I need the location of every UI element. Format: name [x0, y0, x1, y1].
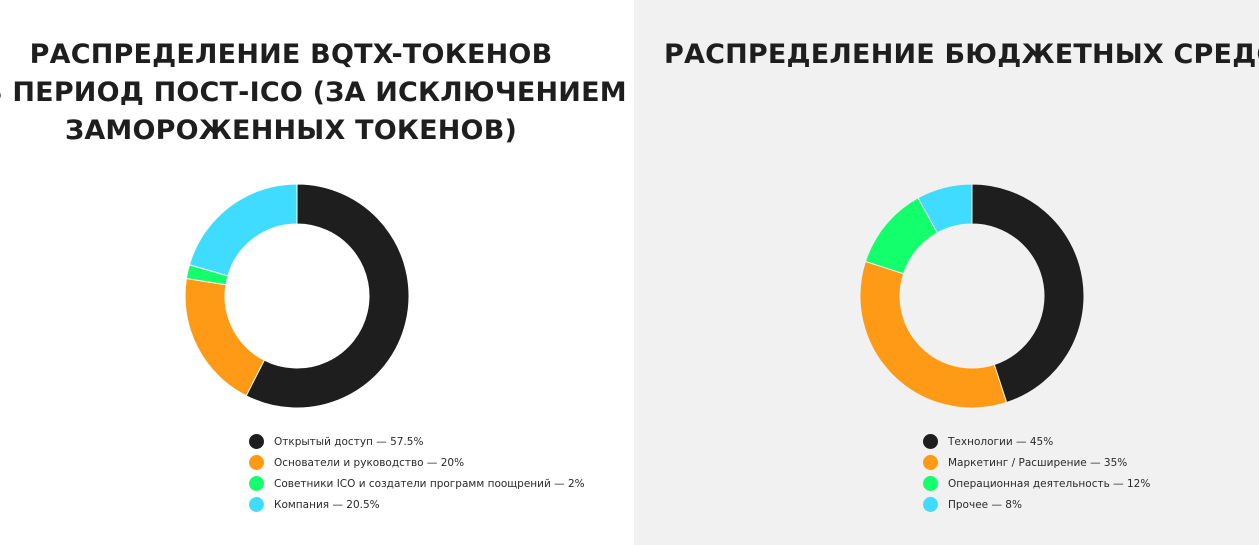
legend-item: Основатели и руководство — 20%: [249, 452, 585, 473]
token-distribution-panel: РАСПРЕДЕЛЕНИЕ BQTX-ТОКЕНОВ В ПЕРИОД ПОСТ…: [0, 36, 627, 515]
legend-label: Компания — 20.5%: [274, 498, 380, 511]
legend-label: Операционная деятельность — 12%: [948, 477, 1151, 490]
budget-distribution-donut: [859, 183, 1085, 409]
donut-slice: [971, 183, 1085, 404]
legend-swatch: [923, 497, 938, 512]
chart-legend: Открытый доступ — 57.5% Основатели и рук…: [249, 431, 585, 515]
legend-swatch: [923, 476, 938, 491]
legend-swatch: [923, 455, 938, 470]
chart-title: РАСПРЕДЕЛЕНИЕ БЮДЖЕТНЫХ СРЕДСВ: [664, 36, 1259, 74]
legend-item: Открытый доступ — 57.5%: [249, 431, 585, 452]
legend-item: Компания — 20.5%: [249, 494, 585, 515]
legend-label: Советники ICO и создатели программ поощр…: [274, 477, 585, 490]
legend-swatch: [923, 434, 938, 449]
donut-slice: [245, 183, 410, 409]
legend-item: Технологии — 45%: [923, 431, 1150, 452]
token-distribution-donut: [184, 183, 410, 409]
legend-label: Маркетинг / Расширение — 35%: [948, 456, 1128, 469]
legend-label: Технологии — 45%: [948, 435, 1054, 448]
legend-item: Советники ICO и создатели программ поощр…: [249, 473, 585, 494]
legend-swatch: [249, 476, 264, 491]
legend-swatch: [249, 497, 264, 512]
chart-legend: Технологии — 45% Маркетинг / Расширение …: [923, 431, 1150, 515]
chart-title-line: В ПЕРИОД ПОСТ-ICO (ЗА ИСКЛЮЧЕНИЕМ: [0, 77, 627, 108]
budget-distribution-panel: РАСПРЕДЕЛЕНИЕ БЮДЖЕТНЫХ СРЕДСВ Технологи…: [634, 0, 1259, 545]
legend-swatch: [249, 434, 264, 449]
chart-title: РАСПРЕДЕЛЕНИЕ BQTX-ТОКЕНОВ В ПЕРИОД ПОСТ…: [0, 36, 627, 150]
chart-title-line: ЗАМОРОЖЕННЫХ ТОКЕНОВ): [64, 115, 518, 146]
donut-slice: [184, 277, 265, 397]
legend-label: Основатели и руководство — 20%: [274, 456, 465, 469]
legend-item: Маркетинг / Расширение — 35%: [923, 452, 1150, 473]
legend-swatch: [249, 455, 264, 470]
donut-slice: [188, 183, 298, 277]
donut-slice: [917, 183, 973, 234]
chart-title-line: РАСПРЕДЕЛЕНИЕ BQTX-ТОКЕНОВ: [29, 39, 553, 70]
chart-title-line: РАСПРЕДЕЛЕНИЕ БЮДЖЕТНЫХ СРЕДСВ: [664, 39, 1259, 70]
donut-slice: [859, 260, 1008, 409]
legend-label: Прочее — 8%: [948, 498, 1022, 511]
legend-label: Открытый доступ — 57.5%: [274, 435, 424, 448]
legend-item: Прочее — 8%: [923, 494, 1150, 515]
legend-item: Операционная деятельность — 12%: [923, 473, 1150, 494]
